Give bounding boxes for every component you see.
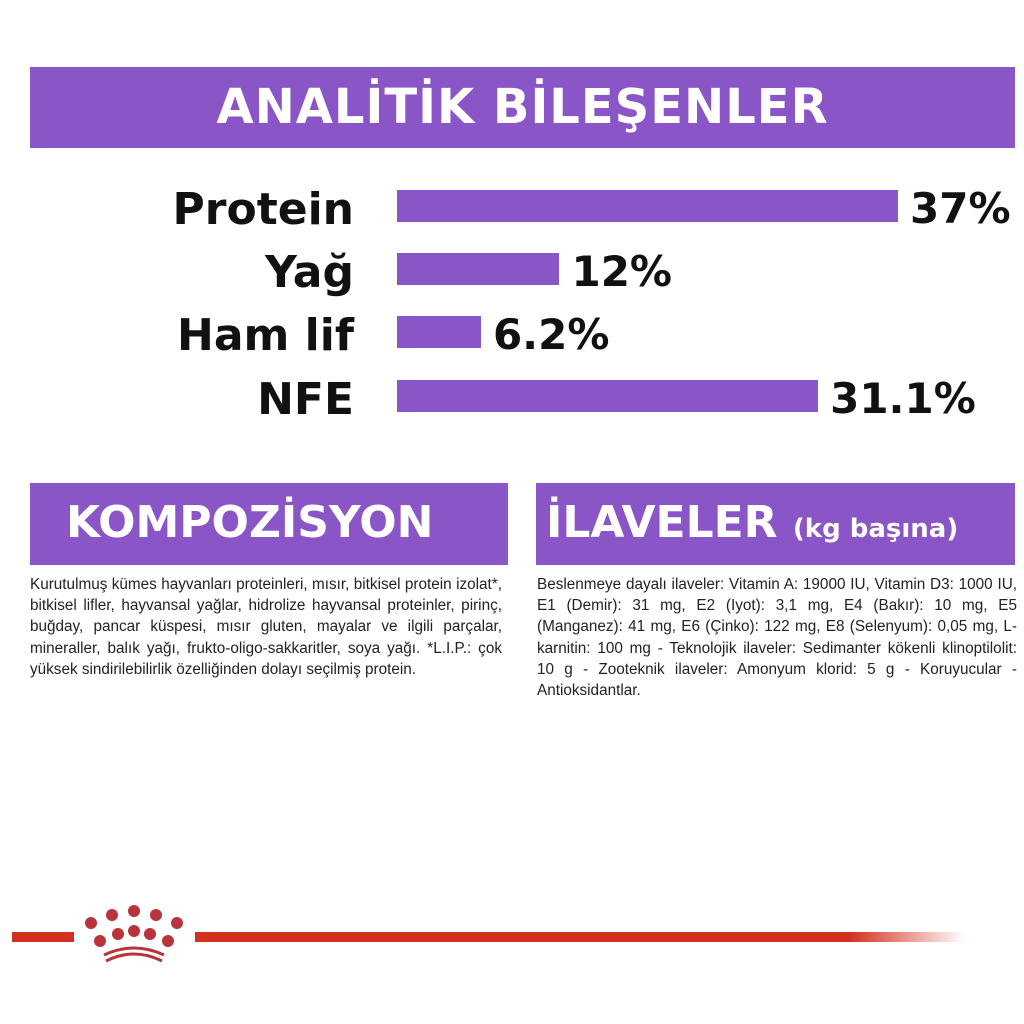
additives-subtitle: (kg başına) [792,514,959,544]
royal-canin-crown-icon [85,905,183,963]
analysis-bar [397,190,898,222]
analysis-bar [397,253,560,285]
analysis-header: ANALİTİK BİLEŞENLER [30,67,1015,148]
analysis-value: 31.1% [830,374,976,423]
analysis-bar [397,316,481,348]
analysis-row-protein: Protein 37% [0,184,1024,235]
analysis-value: 12% [571,247,673,296]
analysis-title: ANALİTİK BİLEŞENLER [216,79,829,135]
analysis-row-yağ: Yağ 12% [0,247,1024,298]
additives-header: İLAVELER (kg başına) [536,483,1015,565]
analysis-row-nfe: NFE 31.1% [0,374,1024,425]
brand-line-left [12,932,74,942]
additives-title: İLAVELER [546,497,778,548]
brand-line-right [195,932,965,942]
composition-title: KOMPOZİSYON [66,497,434,548]
analysis-row-ham-lif: Ham lif 6.2% [0,310,1024,361]
additives-text: Beslenmeye dayalı ilaveler: Vitamin A: 1… [537,576,1017,700]
composition-text: Kurutulmuş kümes hayvanları proteinleri,… [30,576,502,678]
analysis-label: Protein [172,184,354,235]
analysis-value: 6.2% [492,310,610,359]
analysis-label: NFE [257,374,354,425]
analysis-label: Ham lif [177,310,354,361]
composition-header: KOMPOZİSYON [30,483,508,565]
analysis-value: 37% [910,184,1011,233]
analysis-bar [397,380,819,412]
analysis-label: Yağ [264,247,354,298]
